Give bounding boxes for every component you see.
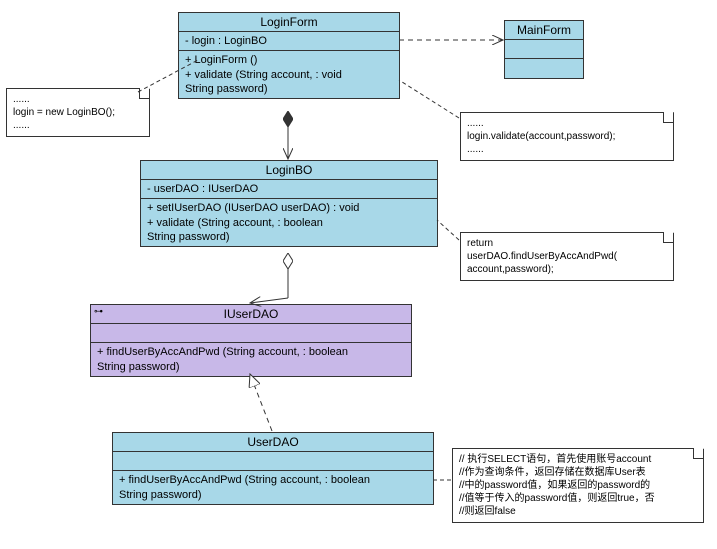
note-line: login.validate(account,password); [467,130,667,143]
note-line: //中的password值，如果返回的password的 [459,479,697,492]
note-line: //则返回false [459,505,697,518]
class-userdao: UserDAO + findUserByAccAndPwd (String ac… [112,432,434,505]
class-attributes: - login : LoginBO [179,32,399,51]
note-line: ...... [13,119,143,132]
note-line: ...... [467,143,667,156]
interface-title: IUserDAO [91,305,411,324]
interface-marker-icon: ⊶ [94,306,103,317]
class-attributes: - userDAO : IUserDAO [141,180,437,199]
interface-iuserdao: ⊶ IUserDAO + findUserByAccAndPwd (String… [90,304,412,377]
class-attributes [113,452,433,471]
edge-note-link [399,80,459,118]
class-title: UserDAO [113,433,433,452]
class-title: LoginForm [179,13,399,32]
class-methods: + findUserByAccAndPwd (String account, :… [113,471,433,504]
note-sql-comment: // 执行SELECT语句，首先使用账号account //作为查询条件，返回存… [452,448,704,523]
note-line: ...... [467,117,667,130]
class-loginform: LoginForm - login : LoginBO + LoginForm … [178,12,400,99]
class-methods: + setIUserDAO (IUserDAO userDAO) : void … [141,199,437,246]
method-line: + findUserByAccAndPwd (String account, :… [119,473,427,487]
method-line: + findUserByAccAndPwd (String account, :… [97,345,405,359]
attr-line: - login : LoginBO [185,34,393,48]
note-line: return [467,237,667,250]
attr-line: - userDAO : IUserDAO [147,182,431,196]
edge-realization [250,374,272,431]
note-line: ...... [13,93,143,106]
class-methods [505,59,583,77]
method-line: String password) [119,488,427,502]
method-line: String password) [185,82,393,96]
note-line: // 执行SELECT语句，首先使用账号account [459,453,697,466]
interface-attributes [91,324,411,343]
note-line: //作为查询条件，返回存储在数据库User表 [459,466,697,479]
class-title: LoginBO [141,161,437,180]
note-login-new: ...... login = new LoginBO(); ...... [6,88,150,137]
class-mainform: MainForm [504,20,584,79]
class-attributes [505,40,583,59]
note-return-finduser: return userDAO.findUserByAccAndPwd( acco… [460,232,674,281]
method-line: String password) [97,360,405,374]
class-loginbo: LoginBO - userDAO : IUserDAO + setIUserD… [140,160,438,247]
class-methods: + LoginForm () + validate (String accoun… [179,51,399,98]
interface-methods: + findUserByAccAndPwd (String account, :… [91,343,411,376]
edge-note-link [437,220,459,240]
edge-aggregation-seg [250,298,288,303]
note-login-validate: ...... login.validate(account,password);… [460,112,674,161]
class-title: MainForm [505,21,583,40]
note-line: account,password); [467,263,667,276]
method-line: + validate (String account, : boolean [147,216,431,230]
note-line: userDAO.findUserByAccAndPwd( [467,250,667,263]
note-line: //值等于传入的password值，则返回true，否 [459,492,697,505]
method-line: + setIUserDAO (IUserDAO userDAO) : void [147,201,431,215]
method-line: + validate (String account, : void [185,68,393,82]
method-line: String password) [147,230,431,244]
note-line: login = new LoginBO(); [13,106,143,119]
method-line: + LoginForm () [185,53,393,67]
